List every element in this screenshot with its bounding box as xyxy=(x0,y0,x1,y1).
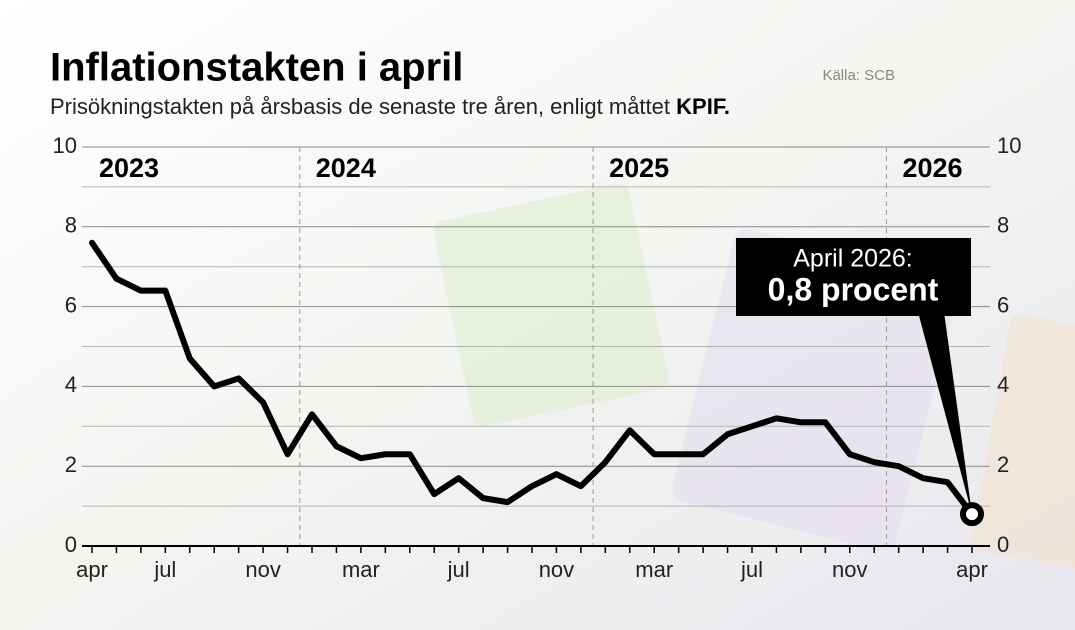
chart-subtitle: Prisökningstakten på årsbasis de senaste… xyxy=(50,94,730,119)
year-label: 2024 xyxy=(316,153,376,183)
y2-tick-label: 2 xyxy=(997,452,1009,477)
x-tick-label: nov xyxy=(832,557,867,582)
year-label: 2026 xyxy=(902,153,962,183)
y-tick-label: 0 xyxy=(65,532,77,557)
data-line xyxy=(89,239,975,518)
year-label: 2025 xyxy=(609,153,669,183)
subtitle-emphasis: KPIF. xyxy=(676,94,730,119)
x-tick-label: mar xyxy=(635,557,673,582)
y-tick-label: 4 xyxy=(65,372,77,397)
x-tick-label: nov xyxy=(245,557,280,582)
x-tick-label: jul xyxy=(447,557,470,582)
callout-pointer xyxy=(918,312,972,515)
x-tick-label: nov xyxy=(539,557,574,582)
chart-title: Inflationstakten i april xyxy=(50,46,463,90)
y2-tick-label: 4 xyxy=(997,372,1009,397)
x-tick-label: jul xyxy=(153,557,176,582)
decor-note xyxy=(433,183,669,427)
callout-line1: April 2026: xyxy=(793,245,913,273)
y-tick-label: 10 xyxy=(53,133,77,158)
y2-tick-label: 6 xyxy=(997,292,1009,317)
y-tick-label: 6 xyxy=(65,292,77,317)
x-tick-label: apr xyxy=(76,557,108,582)
x-tick-label: jul xyxy=(740,557,763,582)
y-tick-label: 8 xyxy=(65,213,77,238)
y2-tick-label: 8 xyxy=(997,213,1009,238)
year-label: 2023 xyxy=(99,153,159,183)
end-marker xyxy=(960,502,984,527)
plot: 0 2 4 6 8 10 0 2 4 6 8 10 2023 2024 2025 2026 apr jul nov m… xyxy=(53,133,1022,582)
callout-box xyxy=(736,238,971,316)
callout-line2: 0,8 procent xyxy=(768,271,939,307)
x-tick-label: mar xyxy=(342,557,380,582)
decor-note xyxy=(971,314,1075,569)
source: Källa: SCB xyxy=(822,67,895,84)
subtitle-text: Prisökningstakten på årsbasis de senaste… xyxy=(50,94,670,119)
y2-tick-label: 0 xyxy=(997,532,1009,557)
y-tick-label: 2 xyxy=(65,452,77,477)
x-tick-label: apr xyxy=(956,557,988,582)
y2-tick-label: 10 xyxy=(997,133,1021,158)
